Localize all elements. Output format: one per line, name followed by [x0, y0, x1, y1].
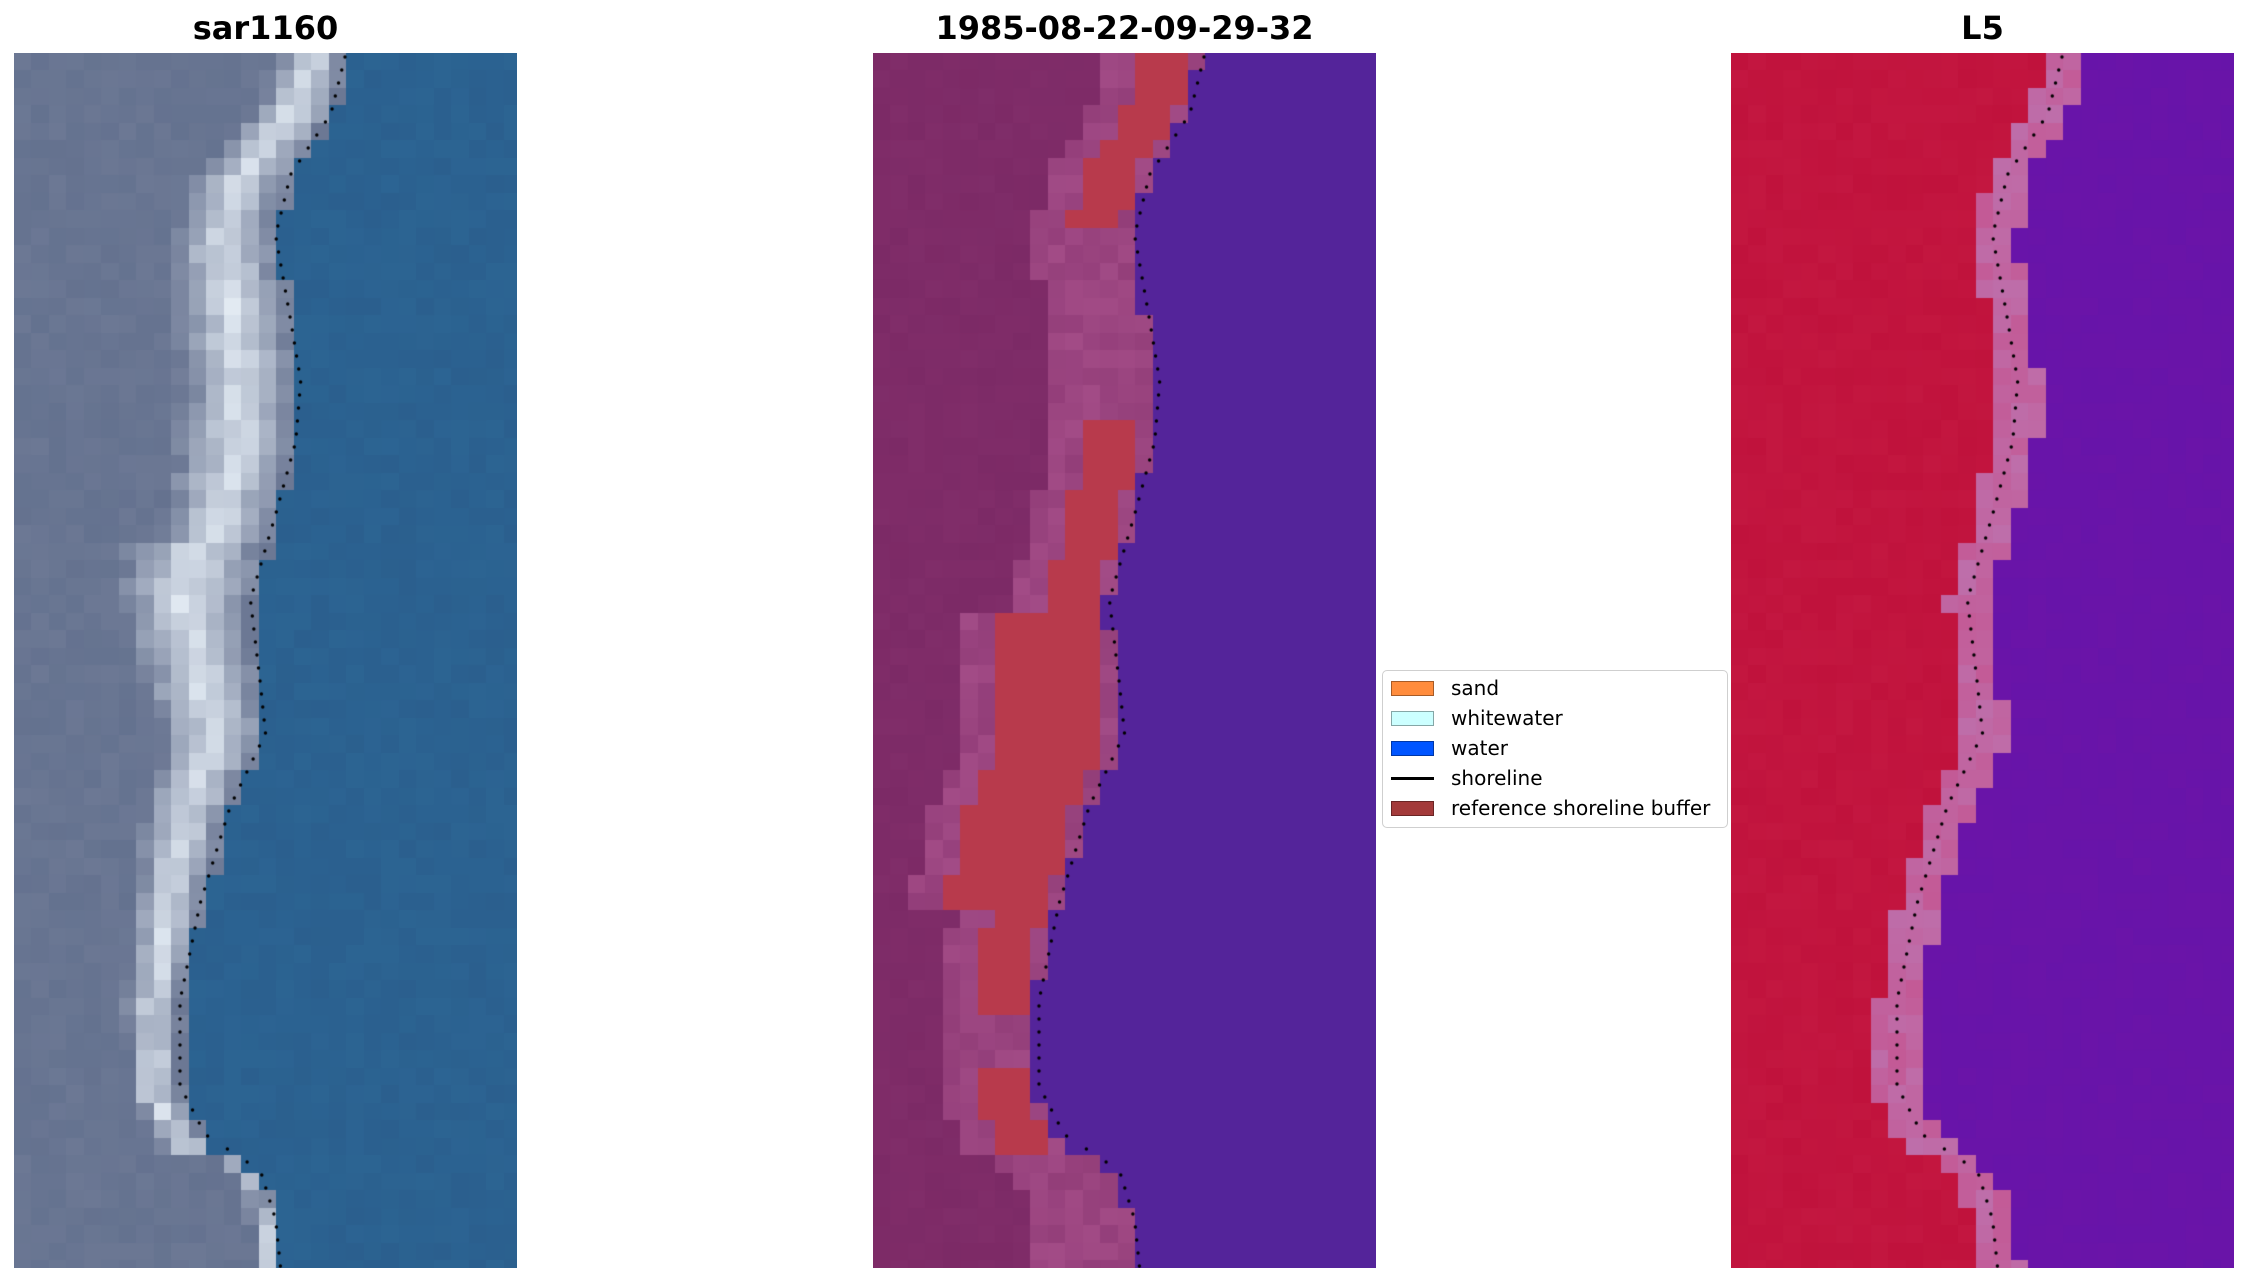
classified-image-panel [873, 53, 1376, 1268]
sand-swatch [1391, 681, 1434, 696]
legend-item-reference-buffer: reference shoreline buffer [1383, 793, 1727, 823]
whitewater-swatch [1391, 711, 1434, 726]
legend-label-whitewater: whitewater [1451, 706, 1563, 730]
panel-title-sar1160: sar1160 [192, 9, 339, 47]
rgb-image-panel [14, 53, 517, 1268]
legend-label-sand: sand [1451, 676, 1500, 700]
legend-label-water: water [1451, 736, 1508, 760]
legend-item-water: water [1383, 733, 1727, 763]
index-image-panel [1731, 53, 2234, 1268]
legend-item-sand: sand [1383, 673, 1727, 703]
legend-item-whitewater: whitewater [1383, 703, 1727, 733]
legend-label-shoreline: shoreline [1451, 766, 1543, 790]
legend-item-shoreline: shoreline [1383, 763, 1727, 793]
legend-label-reference-buffer: reference shoreline buffer [1451, 796, 1711, 820]
water-swatch [1391, 741, 1434, 756]
legend: sand whitewater water shoreline referenc… [1382, 670, 1728, 828]
panel-title-date: 1985-08-22-09-29-32 [935, 9, 1314, 47]
shoreline-line-swatch [1391, 777, 1434, 780]
reference-buffer-swatch [1391, 801, 1434, 816]
panel-title-l5: L5 [1961, 9, 2004, 47]
